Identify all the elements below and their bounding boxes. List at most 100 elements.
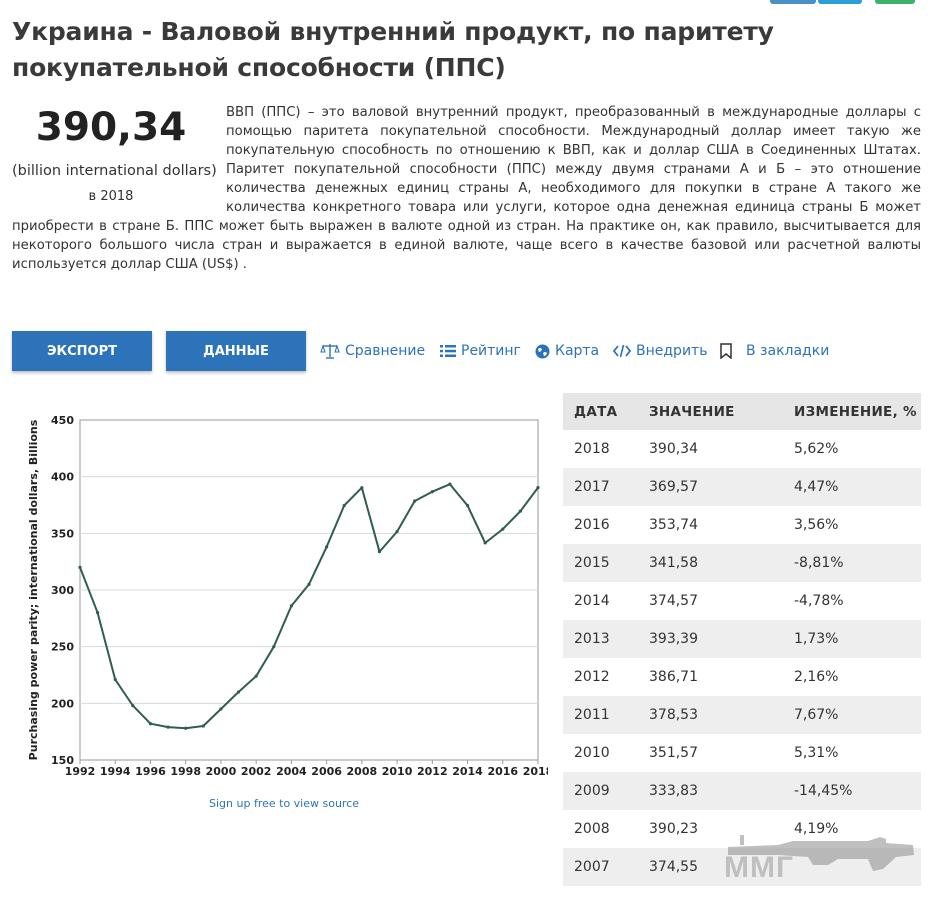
scales-icon xyxy=(320,344,340,359)
embed-label: Внедрить xyxy=(636,343,708,359)
data-point xyxy=(325,545,329,549)
bookmark-label: В закладки xyxy=(746,343,830,359)
x-tick-label: 2006 xyxy=(311,765,342,778)
bookmark-link[interactable]: В закладки xyxy=(718,341,829,361)
y-tick-label: 200 xyxy=(51,697,74,710)
share-button-strip[interactable] xyxy=(818,0,862,4)
cell-change: 3,56% xyxy=(794,517,839,533)
data-point xyxy=(78,565,82,569)
y-axis-label: Purchasing power parity; international d… xyxy=(27,419,40,760)
data-point xyxy=(236,690,241,694)
compare-link[interactable]: Сравнение xyxy=(320,341,425,361)
data-point xyxy=(518,509,522,513)
table-header-value: ЗНАЧЕНИЕ xyxy=(649,393,794,430)
globe-icon xyxy=(535,344,550,358)
data-point xyxy=(360,486,364,490)
rating-link[interactable]: Рейтинг xyxy=(440,341,521,361)
cell-change xyxy=(794,848,921,886)
export-button[interactable]: ЭКСПОРТ xyxy=(12,331,152,371)
y-tick-label: 400 xyxy=(51,471,74,484)
cell-change: 2,16% xyxy=(794,669,839,685)
x-tick-label: 2004 xyxy=(276,765,307,778)
x-tick-label: 1998 xyxy=(170,765,201,778)
latest-value: 390,34 xyxy=(35,105,187,150)
cell-value: 378,53 xyxy=(649,696,794,734)
embed-link[interactable]: Внедрить xyxy=(613,341,707,361)
cell-change: 5,62% xyxy=(794,441,839,457)
cell-date: 2017 xyxy=(563,468,649,506)
table-row: 2017 369,57 4,47% xyxy=(563,468,921,506)
cell-value: 374,55 xyxy=(649,848,794,886)
x-tick-label: 2014 xyxy=(452,765,483,778)
data-point xyxy=(342,503,346,508)
bookmark-icon xyxy=(720,343,732,359)
data-point xyxy=(377,550,382,554)
x-tick-label: 2010 xyxy=(382,765,413,778)
cell-value: 351,57 xyxy=(649,745,698,761)
cell-value: 390,23 xyxy=(649,821,698,837)
source-link[interactable]: Sign up free to view source xyxy=(209,797,360,810)
x-tick-label: 2016 xyxy=(487,765,518,778)
table-row: 2011 378,53 7,67% xyxy=(563,696,921,734)
table-header-row: ДАТА ЗНАЧЕНИЕ ИЗМЕНЕНИЕ, % xyxy=(563,393,921,430)
compare-label: Сравнение xyxy=(345,343,426,359)
description-block: ВВП (ППС) – это валовой внутренний проду… xyxy=(12,103,921,274)
table-row: 2015 341,58 -8,81% xyxy=(563,544,921,582)
table-header-date: ДАТА xyxy=(563,393,649,430)
list-icon xyxy=(440,345,456,357)
data-point xyxy=(413,499,417,503)
x-tick-label: 2012 xyxy=(417,765,448,778)
data-point xyxy=(254,674,258,678)
cell-change: 4,47% xyxy=(794,468,921,506)
description-text: ВВП (ППС) – это валовой внутренний проду… xyxy=(12,105,921,272)
cell-date: 2010 xyxy=(574,745,610,761)
cell-value: 393,39 xyxy=(649,620,794,658)
cell-date: 2007 xyxy=(563,848,649,886)
cell-date: 2008 xyxy=(574,821,610,837)
cell-date: 2016 xyxy=(574,517,610,533)
cell-change: -4,78% xyxy=(794,593,844,609)
data-point xyxy=(289,604,293,608)
data-point xyxy=(395,529,399,534)
share-button-strip[interactable] xyxy=(770,0,816,4)
share-button-strip[interactable] xyxy=(875,0,915,4)
page-title: Украина - Валовой внутренний продукт, по… xyxy=(12,17,774,82)
gdp-ppp-chart: 450 400 350 300 250 200 150 1992 1994 1996 1998 200… xyxy=(12,400,553,820)
y-tick-label: 450 xyxy=(51,414,74,427)
x-tick-label: 2018 xyxy=(523,765,548,778)
cell-change: 7,67% xyxy=(794,696,921,734)
cell-value: 390,34 xyxy=(649,441,698,457)
x-tick-label: 2000 xyxy=(206,765,237,778)
cell-value: 386,71 xyxy=(649,669,698,685)
data-point xyxy=(536,486,540,490)
cell-date: 2013 xyxy=(563,620,649,658)
cell-change: 4,19% xyxy=(794,821,839,837)
table-row: 2010 351,57 5,31% xyxy=(563,734,921,772)
x-tick-label: 2008 xyxy=(347,765,378,778)
summary-value-box: 390,34 (billion international dollars) в… xyxy=(12,104,217,204)
data-point xyxy=(483,541,487,545)
table-row: 2009 333,83 -14,45% xyxy=(563,772,921,810)
data-button[interactable]: ДАННЫЕ xyxy=(166,331,306,371)
cell-date: 2012 xyxy=(574,669,610,685)
data-point xyxy=(465,503,470,508)
cell-value: 341,58 xyxy=(649,544,794,582)
x-tick-label: 2002 xyxy=(241,765,272,778)
table-row: 2012 386,71 2,16% xyxy=(563,658,921,696)
data-point xyxy=(131,704,135,708)
data-point xyxy=(272,645,276,649)
cell-date: 2011 xyxy=(563,696,649,734)
data-point xyxy=(96,611,100,615)
data-point xyxy=(166,725,170,729)
cell-value: 374,57 xyxy=(649,593,698,609)
cell-value: 353,74 xyxy=(649,517,698,533)
cell-date: 2014 xyxy=(574,593,610,609)
series-line xyxy=(79,483,539,730)
x-tick-label: 1996 xyxy=(135,765,166,778)
table-row: 2008 390,23 4,19% xyxy=(563,810,921,848)
x-tick-label: 1994 xyxy=(100,765,131,778)
cell-value: 333,83 xyxy=(649,772,794,810)
cell-value: 369,57 xyxy=(649,468,794,506)
map-link[interactable]: Карта xyxy=(535,341,599,361)
y-tick-label: 300 xyxy=(51,584,74,597)
